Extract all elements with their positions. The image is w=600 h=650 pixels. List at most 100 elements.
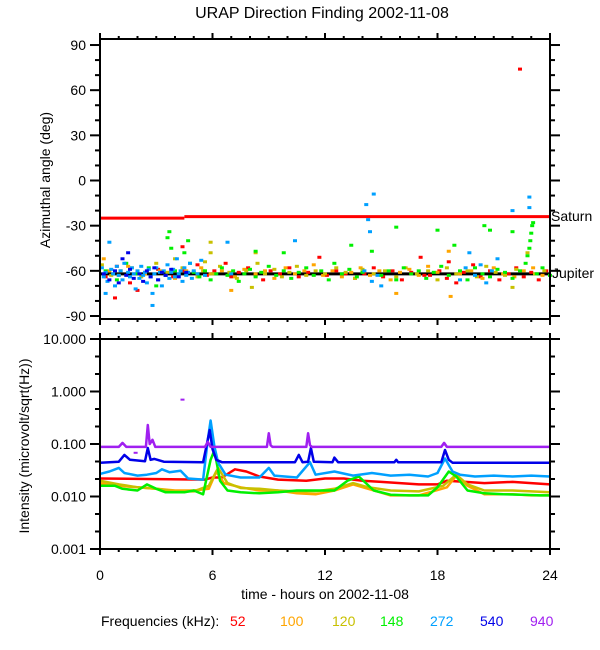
intensity-y-tick-label: 10.000 (43, 331, 86, 347)
df-point-52khz (128, 281, 132, 285)
df-point-272khz (118, 269, 123, 273)
df-point-120khz (525, 251, 530, 255)
df-point-52khz (422, 273, 427, 277)
df-point-148khz (203, 269, 207, 273)
df-point-272khz (174, 257, 179, 261)
df-point-148khz (394, 278, 399, 282)
df-point-148khz (354, 275, 359, 279)
df-point-52khz (156, 267, 161, 271)
df-point-148khz (523, 261, 528, 265)
df-point-52khz (261, 278, 266, 282)
df-point-148khz (369, 249, 374, 253)
df-point-120khz (334, 266, 339, 270)
df-point-52khz (497, 278, 502, 282)
legend-entry-148: 148 (380, 613, 404, 629)
df-point-148khz (525, 254, 530, 258)
df-point-272khz (129, 266, 134, 270)
df-point-148khz (394, 225, 399, 229)
df-point-540khz (152, 266, 157, 270)
df-point-540khz (176, 275, 181, 279)
df-point-100khz (242, 267, 247, 271)
intensity-y-axis-title: Intensity (microvolt/sqrt(Hz)) (16, 358, 32, 533)
df-point-272khz (379, 284, 384, 288)
df-point-148khz (510, 230, 515, 234)
df-point-272khz (99, 266, 104, 270)
df-point-148khz (446, 273, 451, 277)
df-point-272khz (109, 267, 114, 271)
df-point-148khz (339, 272, 344, 276)
intensity-line-540khz (99, 428, 550, 464)
df-point-272khz (167, 276, 172, 280)
df-point-100khz (107, 269, 112, 273)
df-point-148khz (409, 272, 414, 276)
df-point-100khz (184, 269, 189, 273)
df-point-148khz (231, 269, 236, 273)
df-point-100khz (448, 294, 453, 298)
intensity-y-tick-label: 0.010 (51, 489, 86, 505)
df-point-100khz (253, 272, 258, 276)
df-point-100khz (377, 269, 382, 273)
intensity-y-tick-label: 0.001 (51, 541, 86, 557)
df-point-52khz (514, 266, 519, 270)
df-point-272khz (184, 273, 189, 277)
df-point-272khz (173, 275, 177, 279)
df-point-120khz (493, 270, 498, 274)
legend-entry-100: 100 (280, 613, 304, 629)
intensity-plot-marks (99, 398, 551, 497)
df-point-100khz (272, 276, 277, 280)
df-point-100khz (173, 276, 177, 280)
df-point-120khz (484, 264, 489, 268)
df-point-540khz (126, 251, 131, 255)
df-point-52khz (278, 272, 282, 276)
df-point-148khz (214, 272, 219, 276)
df-point-52khz (223, 261, 228, 265)
df-point-52khz (306, 270, 311, 274)
df-point-540khz (163, 273, 168, 277)
df-point-272khz (152, 272, 157, 276)
df-point-148khz (482, 224, 487, 228)
df-point-272khz (199, 258, 204, 262)
df-point-272khz (150, 303, 155, 307)
df-point-120khz (227, 270, 232, 274)
df-point-148khz (326, 278, 331, 282)
df-point-148khz (167, 230, 172, 234)
df-point-120khz (444, 266, 449, 270)
df-point-148khz (253, 275, 258, 279)
df-point-52khz (180, 245, 185, 249)
df-point-120khz (414, 272, 419, 276)
df-point-148khz (242, 272, 247, 276)
df-point-148khz (304, 266, 309, 270)
df-point-100khz (394, 291, 399, 295)
df-point-148khz (480, 272, 485, 276)
df-point-272khz (103, 270, 108, 274)
df-point-272khz (229, 272, 234, 276)
legend-entry-120: 120 (332, 613, 356, 629)
df-point-52khz (536, 278, 541, 282)
df-point-120khz (234, 276, 239, 280)
df-point-540khz (113, 269, 117, 273)
df-point-100khz (349, 270, 354, 274)
df-point-120khz (244, 269, 249, 273)
intensity-point-940khz (180, 398, 185, 401)
df-point-52khz (409, 270, 414, 274)
df-point-272khz (478, 263, 483, 267)
df-point-148khz (488, 228, 492, 232)
df-point-148khz (386, 269, 391, 273)
df-point-120khz (253, 251, 258, 255)
df-point-272khz (203, 273, 207, 277)
azimuth-y-tick-label: 60 (70, 82, 86, 98)
x-tick-label: 24 (542, 567, 558, 583)
legend-entry-940: 940 (530, 613, 554, 629)
df-point-148khz (518, 269, 522, 273)
df-point-272khz (133, 287, 138, 291)
df-point-272khz (371, 192, 376, 196)
df-point-148khz (473, 266, 477, 270)
df-point-148khz (379, 273, 384, 277)
x-tick-label: 0 (96, 567, 104, 583)
df-point-52khz (521, 275, 526, 279)
df-point-52khz (371, 266, 376, 270)
df-point-540khz (101, 272, 106, 276)
df-point-100khz (368, 273, 372, 277)
df-point-52khz (135, 288, 140, 292)
df-point-540khz (184, 270, 189, 274)
